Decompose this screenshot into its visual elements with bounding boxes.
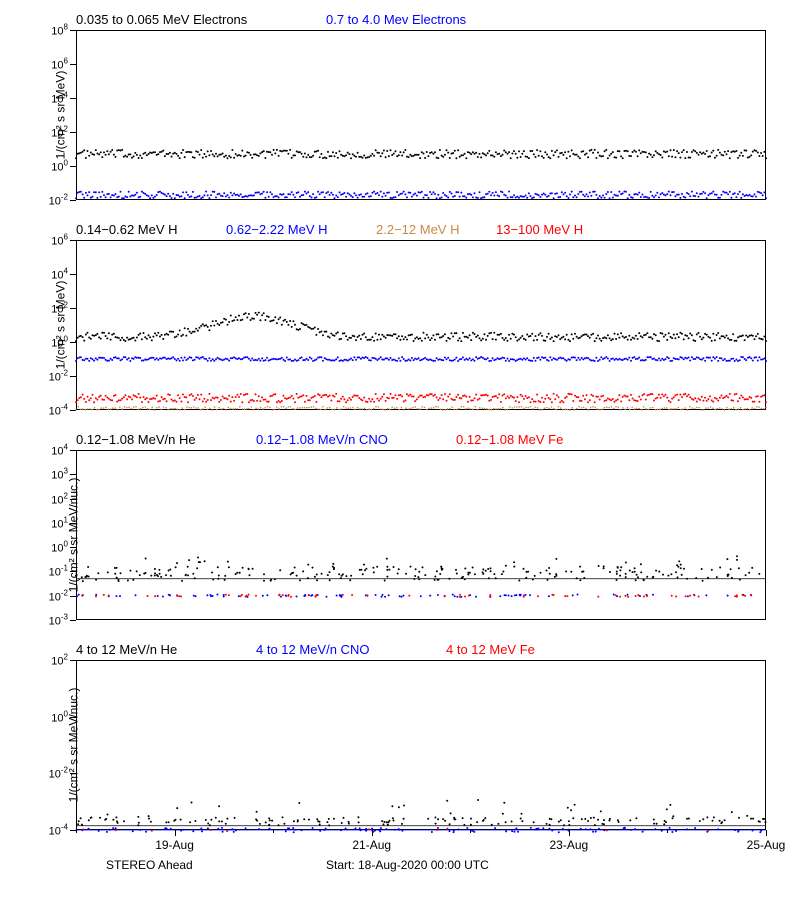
series-points [77, 799, 766, 826]
series-label: 4 to 12 MeV/n CNO [256, 642, 369, 657]
y-tick-label: 104 [51, 267, 76, 282]
y-tick-label: 106 [51, 57, 76, 72]
series-label: 13−100 MeV H [496, 222, 583, 237]
y-tick-label: 101 [51, 516, 76, 531]
y-tick-label: 100 [51, 540, 76, 555]
y-tick-label: 10-4 [49, 403, 76, 418]
x-tick-minor [667, 830, 668, 833]
series-label: 4 to 12 MeV/n He [76, 642, 177, 657]
y-tick-label: 10-2 [49, 766, 76, 781]
x-tick-minor [273, 830, 274, 833]
series-label: 0.14−0.62 MeV H [76, 222, 178, 237]
y-tick-label: 100 [51, 335, 76, 350]
series-points [75, 356, 767, 362]
data-layer [76, 660, 766, 830]
series-points [82, 594, 752, 598]
series-points [75, 312, 767, 343]
series-points [75, 149, 767, 159]
y-tick-label: 10-2 [49, 193, 76, 208]
y-tick-label: 106 [51, 233, 76, 248]
series-points [75, 555, 760, 582]
x-tick-label: 25-Aug [747, 830, 786, 852]
series-label: 0.7 to 4.0 Mev Electrons [326, 12, 466, 27]
y-tick-label: 100 [51, 709, 76, 724]
y-tick-label: 104 [51, 443, 76, 458]
series-points [75, 406, 767, 411]
x-tick-label: 19-Aug [155, 830, 194, 852]
y-tick-label: 102 [51, 491, 76, 506]
panel-heavies-low: 1/(cm² s sr MeV/nuc.)10-310-210-11001011… [76, 450, 766, 620]
y-tick-label: 108 [51, 23, 76, 38]
y-tick-label: 10-3 [49, 613, 76, 628]
series-label: 0.12−1.08 MeV Fe [456, 432, 563, 447]
series-points [75, 191, 767, 200]
data-layer [76, 450, 766, 620]
series-label: 0.035 to 0.065 MeV Electrons [76, 12, 247, 27]
series-label: 2.2−12 MeV H [376, 222, 459, 237]
y-tick-label: 10-2 [49, 588, 76, 603]
y-tick-label: 102 [51, 301, 76, 316]
x-tick-minor [76, 830, 77, 833]
y-axis-label: 1/(cm² s sr MeV) [53, 71, 67, 160]
series-label: 0.62−2.22 MeV H [226, 222, 328, 237]
series-label: 4 to 12 MeV Fe [446, 642, 535, 657]
y-axis-label: 1/(cm² s sr MeV) [53, 281, 67, 370]
panel-heavies-high: 1/(cm² s sr MeV/nuc.)10-410-21001024 to … [76, 660, 766, 830]
y-tick-label: 10-2 [49, 369, 76, 384]
y-tick-label: 10-1 [49, 564, 76, 579]
data-layer [76, 240, 766, 410]
y-tick-label: 100 [51, 159, 76, 174]
panel-protons: 1/(cm² s sr MeV)10-410-21001021041060.14… [76, 240, 766, 410]
y-tick-label: 102 [51, 125, 76, 140]
y-tick-label: 10-4 [49, 823, 76, 838]
y-tick-label: 103 [51, 467, 76, 482]
data-layer [76, 30, 766, 200]
panel-electrons: 1/(cm² s sr MeV)10-21001021041061080.035… [76, 30, 766, 200]
series-points [75, 393, 767, 403]
x-tick-label: 21-Aug [352, 830, 391, 852]
x-tick-minor [470, 830, 471, 833]
x-tick-label: 23-Aug [549, 830, 588, 852]
stereo-flux-figure: 1/(cm² s sr MeV)10-21001021041061080.035… [0, 0, 800, 900]
series-label: 0.12−1.08 MeV/n He [76, 432, 196, 447]
y-tick-label: 102 [51, 653, 76, 668]
series-label: 0.12−1.08 MeV/n CNO [256, 432, 388, 447]
start-time-label: Start: 18-Aug-2020 00:00 UTC [326, 858, 489, 872]
mission-label: STEREO Ahead [106, 858, 193, 872]
y-tick-label: 104 [51, 91, 76, 106]
